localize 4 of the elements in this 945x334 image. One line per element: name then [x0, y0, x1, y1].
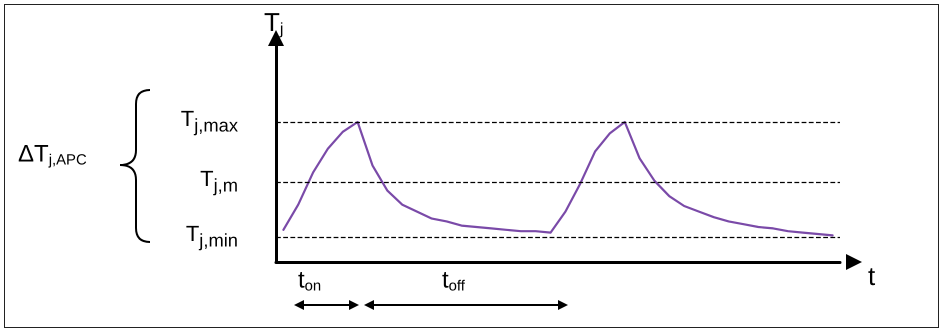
ref-line-label: T$_{j,max}$ [180, 106, 238, 138]
x-axis-title: t [868, 261, 876, 291]
ref-line-label: T$_{j,min}$ [186, 220, 238, 252]
ref-line-label: T$_{j,m}$ [200, 166, 238, 198]
